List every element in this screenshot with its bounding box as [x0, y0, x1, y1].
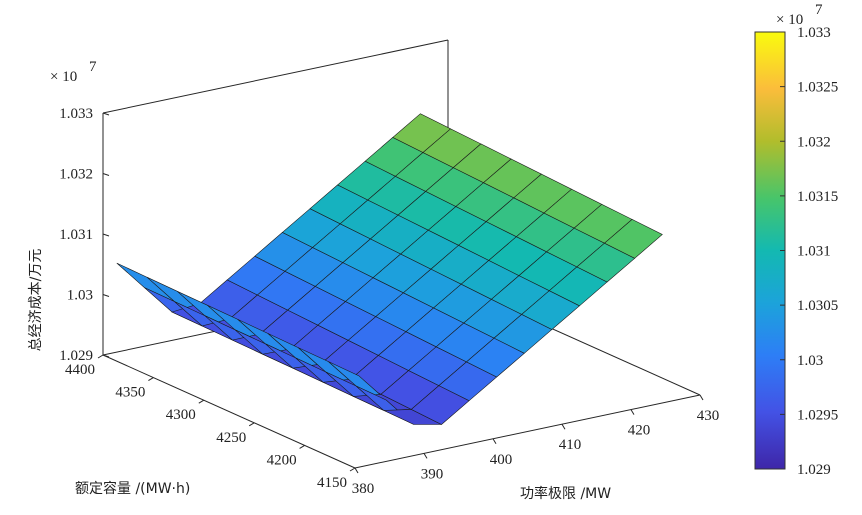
- colorbar-tick-label: 1.033: [797, 25, 831, 41]
- x-axis-line: [354, 394, 701, 469]
- z-tick-label: 1.03: [67, 288, 93, 304]
- y-tick-label: 4300: [166, 407, 196, 423]
- colorbar-tick-label: 1.0325: [797, 80, 838, 96]
- y-axis-label: 额定容量 /(MW·h): [75, 480, 190, 497]
- x-tick-label: 430: [697, 408, 720, 424]
- surface-patch: [603, 219, 663, 259]
- colorbar-tick-label: 1.029: [797, 462, 831, 478]
- z-tick-label: 1.029: [59, 348, 93, 364]
- x-tick-mark: [354, 467, 359, 474]
- z-axis-label: 总经济成本/万元: [28, 249, 44, 352]
- x-tick-mark: [630, 409, 635, 415]
- x-tick-label: 400: [490, 452, 513, 468]
- y-tick-label: 4150: [317, 475, 347, 491]
- z-tick-label: 1.031: [59, 227, 93, 243]
- colorbar-tick-label: 1.0315: [797, 189, 838, 205]
- y-tick-label: 4250: [216, 430, 246, 446]
- x-tick-mark: [423, 453, 428, 459]
- z-multiplier: × 10 7: [50, 59, 97, 85]
- y-tick-label: 4200: [267, 452, 297, 468]
- colorbar-tick-label: 1.0305: [797, 298, 838, 314]
- colorbar-tick-label: 1.03: [797, 353, 823, 369]
- y-tick-mark: [248, 422, 255, 427]
- z-tick-mark: [102, 233, 110, 237]
- x-tick-mark: [492, 438, 497, 445]
- surface-mesh: [116, 113, 663, 425]
- y-tick-label: 4400: [65, 362, 95, 378]
- x-tick-mark: [561, 423, 566, 430]
- y-axis-line: [102, 354, 356, 469]
- x-tick-mark: [699, 394, 704, 401]
- z-tick-mark: [102, 294, 110, 297]
- x-tick-label: 420: [628, 423, 651, 439]
- y-tick-mark: [97, 354, 104, 359]
- y-tick-mark: [349, 467, 356, 472]
- x-tick-label: 390: [421, 466, 444, 482]
- colorbar-tick-label: 1.031: [797, 244, 831, 260]
- axis-ticks: 380 390 400 410 420 430 4150 4200 4250 4300 4350 44…: [59, 106, 719, 497]
- x-tick-label: 410: [559, 437, 582, 453]
- z-tick-label: 1.032: [59, 167, 93, 183]
- colorbar-tick-label: 1.0295: [797, 407, 838, 423]
- box-edge: [102, 39, 449, 114]
- colorbar-multiplier-exponent: 7: [815, 2, 823, 18]
- z-tick-mark: [102, 173, 110, 176]
- z-tick-label: 1.033: [59, 106, 93, 122]
- y-tick-mark: [148, 377, 154, 382]
- z-multiplier-base: × 10: [50, 69, 77, 85]
- y-tick-mark: [299, 444, 305, 449]
- x-axis-label: 功率极限 /MW: [520, 485, 611, 502]
- colorbar: × 10 7 1.029 1.0295 1.03 1.0305 1.031 1.0315 1…: [754, 2, 838, 478]
- y-tick-label: 4350: [115, 385, 145, 401]
- colorbar-multiplier-base: × 10: [776, 12, 803, 28]
- z-multiplier-exponent: 7: [89, 59, 97, 75]
- colorbar-tick-label: 1.032: [797, 134, 831, 150]
- x-tick-label: 380: [352, 481, 375, 497]
- z-tick-mark: [102, 354, 110, 358]
- surface-patch: [116, 262, 175, 302]
- y-tick-mark: [198, 399, 205, 404]
- z-tick-mark: [102, 112, 110, 116]
